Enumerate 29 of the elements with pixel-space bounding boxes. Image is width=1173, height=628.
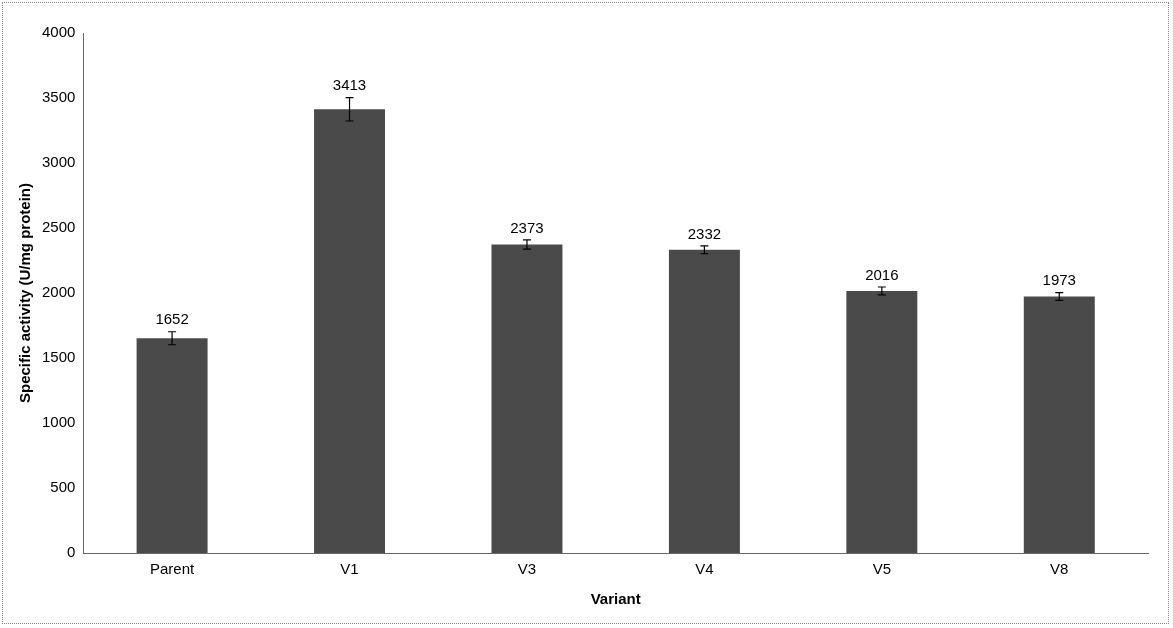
bar [846,290,918,553]
bar [314,109,386,553]
x-tick-label: V4 [695,560,714,578]
y-tick-label: 0 [67,543,76,561]
data-label: 3413 [332,76,367,94]
y-tick-label: 3500 [41,88,76,106]
data-label: 2016 [865,265,899,283]
y-tick-label: 1000 [41,413,76,431]
bar [136,338,208,553]
data-label: 1973 [1042,271,1076,289]
bar [668,249,740,553]
y-tick-label: 1500 [41,348,76,366]
data-label: 1652 [155,310,189,328]
bar [491,244,563,553]
x-tick-label: V8 [1050,560,1069,578]
y-tick-label: 500 [50,478,76,496]
y-tick-label: 3000 [41,153,76,171]
y-tick-label: 2000 [41,283,76,301]
x-tick-label: V1 [340,560,359,578]
y-axis-title: Specific activity (U/mg protein) [16,182,34,404]
bar [1023,296,1095,553]
x-tick-label: V3 [517,560,537,578]
y-tick-label: 2500 [41,218,76,236]
x-tick-label: V5 [872,560,892,578]
data-label: 2332 [687,224,722,242]
y-tick-label: 4000 [41,23,76,41]
data-label: 2373 [510,218,544,236]
x-axis-title: Variant [590,590,641,608]
x-tick-label: Parent [149,560,196,578]
